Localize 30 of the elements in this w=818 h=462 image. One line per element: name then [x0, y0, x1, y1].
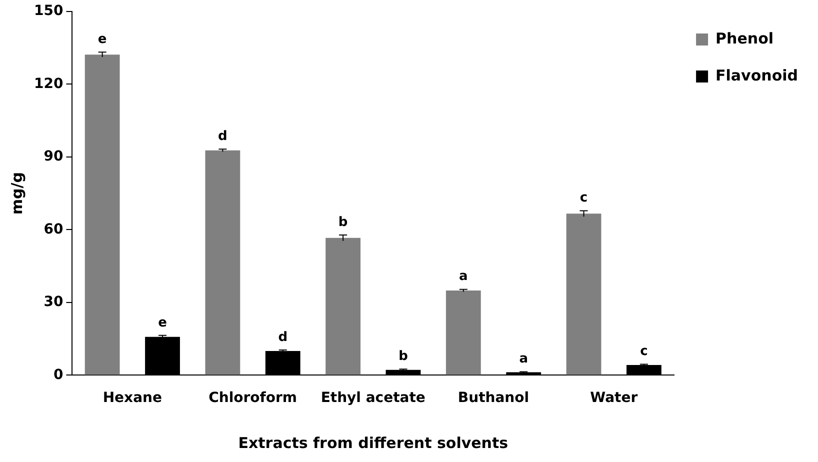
bar	[205, 150, 240, 375]
bar	[326, 238, 360, 375]
data-label: a	[519, 352, 528, 367]
legend-label: Phenol	[716, 29, 774, 48]
legend-label: Flavonoid	[716, 66, 798, 84]
data-label: c	[640, 344, 648, 360]
y-tick-label: 60	[44, 221, 64, 238]
x-tick-label: Buthanol	[458, 390, 530, 406]
x-axis-title: Extracts from different solvents	[238, 434, 508, 452]
y-tick-label: 0	[53, 366, 64, 383]
data-label: d	[218, 129, 228, 144]
x-tick-label: Hexane	[102, 390, 162, 406]
y-tick-label: 150	[34, 3, 64, 20]
data-label: c	[580, 190, 588, 206]
data-label: a	[459, 269, 468, 284]
data-label: e	[158, 315, 168, 330]
y-tick-label: 90	[44, 148, 64, 165]
x-tick-label: Water	[590, 390, 638, 406]
x-tick-label: Ethyl acetate	[320, 390, 426, 406]
data-label: b	[398, 349, 408, 364]
y-tick-label: 120	[34, 76, 64, 92]
bar	[446, 290, 481, 375]
y-tick-label: 30	[44, 294, 64, 310]
y-axis-title: mg/g	[8, 172, 26, 215]
data-label: e	[98, 32, 107, 48]
x-tick-label: Chloroform	[208, 390, 297, 406]
data-label: b	[338, 214, 348, 230]
data-label: d	[278, 330, 288, 345]
bar	[566, 214, 602, 375]
bar	[84, 54, 120, 375]
